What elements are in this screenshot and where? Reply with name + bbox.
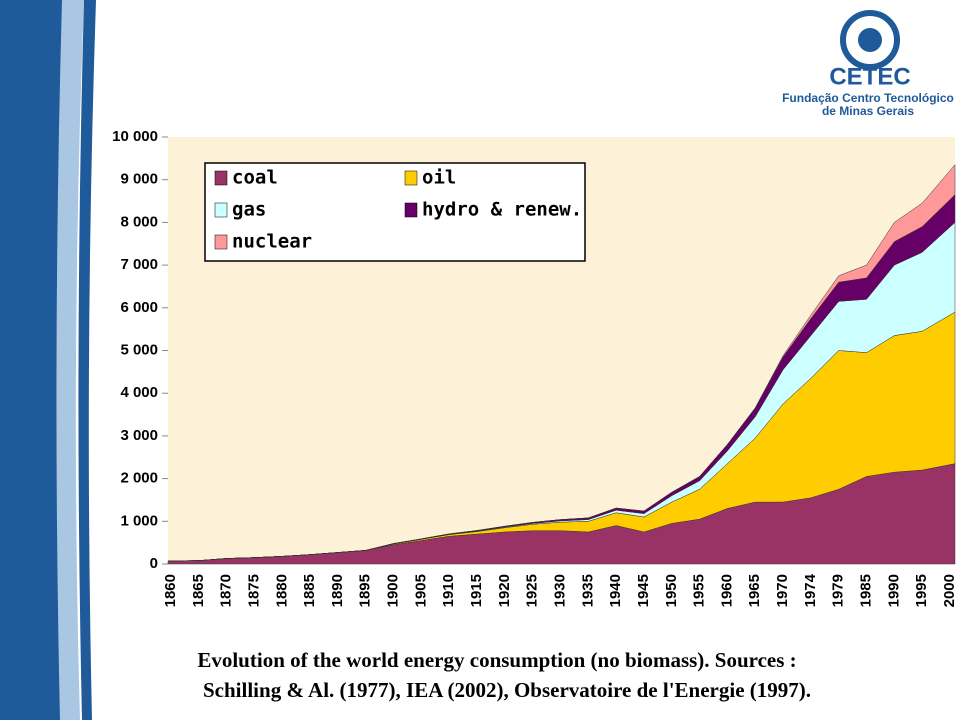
legend-label: gas bbox=[232, 199, 266, 221]
legend-swatch bbox=[214, 202, 228, 218]
y-tick-label: 9 000 bbox=[120, 171, 158, 188]
y-tick-label: 8 000 bbox=[120, 213, 158, 230]
x-tick-label: 1950 bbox=[663, 574, 680, 607]
legend-box bbox=[204, 162, 586, 262]
x-tick-label: 1970 bbox=[774, 574, 791, 607]
legend-label: hydro & renew. bbox=[422, 199, 582, 221]
x-tick-label: 1935 bbox=[579, 574, 596, 607]
x-tick-label: 1930 bbox=[551, 574, 568, 607]
legend-swatch bbox=[214, 170, 228, 186]
x-tick-label: 1995 bbox=[913, 574, 930, 607]
x-tick-label: 1925 bbox=[524, 574, 541, 607]
legend-label: oil bbox=[422, 167, 456, 189]
x-tick-label: 1860 bbox=[162, 574, 179, 607]
area bbox=[167, 164, 956, 562]
x-tick-label: 1965 bbox=[746, 574, 763, 607]
y-tick-label: 7 000 bbox=[120, 256, 158, 273]
logo-line: de Minas Gerais bbox=[822, 104, 914, 118]
y-tick-label: 4 000 bbox=[120, 384, 158, 401]
x-tick-label: 1885 bbox=[301, 574, 318, 607]
legend-swatch bbox=[404, 170, 418, 186]
x-tick-label: 1905 bbox=[412, 574, 429, 607]
x-tick-label: 1974 bbox=[802, 573, 819, 607]
caption: Schilling & Al. (1977), IEA (2002), Obse… bbox=[203, 678, 811, 702]
x-tick-label: 1895 bbox=[357, 574, 374, 607]
y-tick-label: 2 000 bbox=[120, 470, 158, 487]
x-tick-label: 1960 bbox=[718, 574, 735, 607]
legend-label: coal bbox=[232, 167, 278, 189]
caption: Evolution of the world energy consumptio… bbox=[197, 648, 796, 672]
legend-swatch bbox=[404, 202, 418, 218]
x-tick-label: 1979 bbox=[830, 574, 847, 607]
decor-stripe bbox=[48, 0, 84, 720]
decor-stripe bbox=[0, 0, 70, 720]
legend-label: nuclear bbox=[232, 231, 312, 253]
x-tick-label: 1900 bbox=[385, 574, 402, 607]
logo-icon bbox=[858, 28, 882, 52]
y-tick-label: 10 000 bbox=[112, 128, 158, 145]
x-tick-label: 1985 bbox=[858, 574, 875, 607]
x-tick-label: 1890 bbox=[329, 574, 346, 607]
logo: CETEC Fundação Centro Tecnológico de Min… bbox=[782, 10, 954, 118]
y-tick-label: 6 000 bbox=[120, 299, 158, 316]
decor-stripe bbox=[78, 0, 96, 720]
y-tick-label: 1 000 bbox=[120, 512, 158, 529]
logo-line: Fundação Centro Tecnológico bbox=[782, 91, 954, 105]
logo-name: CETEC bbox=[829, 63, 910, 90]
y-tick-label: 3 000 bbox=[120, 427, 158, 444]
y-tick-label: 0 bbox=[150, 555, 158, 572]
x-tick-label: 2000 bbox=[941, 574, 958, 607]
x-tick-label: 1920 bbox=[496, 574, 513, 607]
x-tick-label: 1875 bbox=[245, 574, 262, 607]
x-tick-label: 1865 bbox=[190, 574, 207, 607]
legend-swatch bbox=[214, 234, 228, 250]
x-tick-label: 1945 bbox=[635, 574, 652, 607]
x-tick-label: 1955 bbox=[691, 574, 708, 607]
x-tick-label: 1880 bbox=[273, 574, 290, 607]
x-tick-label: 1990 bbox=[885, 574, 902, 607]
logo-icon bbox=[840, 10, 900, 70]
x-tick-label: 1915 bbox=[468, 574, 485, 607]
x-tick-label: 1940 bbox=[607, 574, 624, 607]
x-tick-label: 1910 bbox=[440, 574, 457, 607]
y-tick-label: 5 000 bbox=[120, 341, 158, 358]
x-tick-label: 1870 bbox=[218, 574, 235, 607]
